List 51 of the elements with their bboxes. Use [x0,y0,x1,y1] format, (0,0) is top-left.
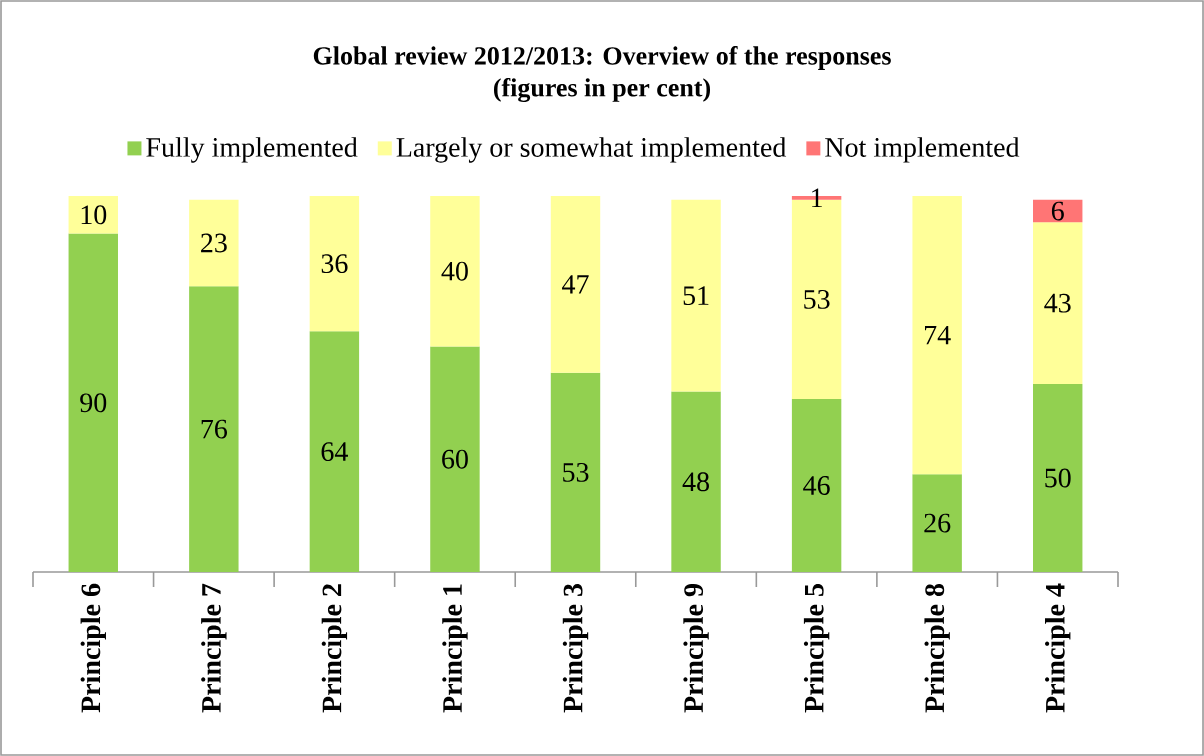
bar [550,372,601,572]
data-label: 10 [81,205,107,225]
x-tick-label: Principle 2 [321,584,348,713]
data-label: 23 [201,233,227,253]
bar [309,196,360,332]
bar [671,391,721,572]
data-label: 26 [924,513,951,533]
bar [309,331,360,572]
bar [1033,222,1083,384]
data-label: 1 [812,188,822,208]
bar [912,474,962,572]
data-label: 51 [683,286,709,306]
data-label: 6 [1051,201,1064,221]
data-label: 60 [442,449,468,469]
legend-label: Fully implemented [146,137,358,163]
data-label: 64 [321,442,348,462]
x-tick-label: Principle 6 [80,583,106,713]
x-tick-label: Principle 4 [1045,583,1071,713]
data-label: 47 [562,275,589,294]
bar [430,346,480,572]
x-tick-label: Principle 3 [562,584,589,713]
x-tick-label: Principle 5 [803,584,830,713]
data-label: 90 [80,393,107,413]
x-tick-label: Principle 1 [442,584,468,713]
bar [68,196,118,234]
data-label: 40 [441,261,468,281]
bar [430,196,480,347]
legend-label: Largely or somewhat implemented [396,137,787,163]
bar [1033,384,1083,572]
x-tick-label: Principle 9 [683,584,709,713]
chart-subtitle: (figures in per cent) [493,77,711,103]
data-label: 76 [201,419,228,439]
bar [189,286,239,572]
x-tick-label: Principle 8 [924,583,950,713]
x-tick-label: Principle 7 [201,583,227,713]
data-label: 53 [804,289,830,309]
data-label: 74 [925,325,951,345]
bar [189,199,239,287]
legend-label: Not implemented [825,137,1020,163]
data-label: 53 [563,462,589,482]
bar [912,196,962,475]
data-label: 50 [1045,468,1071,488]
bar [550,196,601,373]
bar [68,233,118,572]
bar [671,199,721,392]
data-label: 36 [321,254,348,274]
bar [791,399,842,572]
data-label: 46 [803,476,830,495]
data-label: 43 [1044,293,1071,313]
chart-title: Global review 2012/2013: Overview of the responses [313,46,891,70]
data-label: 48 [682,472,709,492]
